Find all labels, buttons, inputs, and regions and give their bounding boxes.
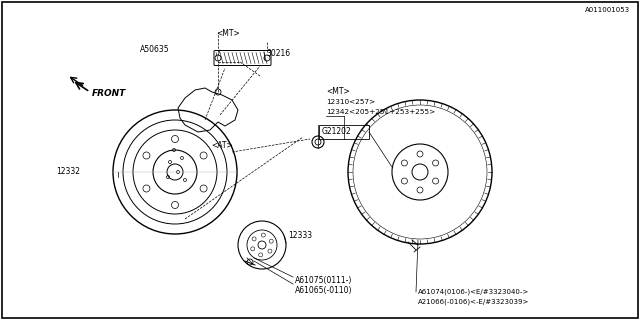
Text: A61074(0106-)<E/#3323040->: A61074(0106-)<E/#3323040-> [418,289,529,295]
Text: 12310<257>: 12310<257> [326,99,375,105]
Text: A61065(-0110): A61065(-0110) [295,285,353,294]
Text: <AT>: <AT> [211,140,233,149]
Text: 12333: 12333 [288,231,312,241]
Text: A21066(-0106)<-E/#3323039>: A21066(-0106)<-E/#3323039> [418,299,529,305]
Text: A50635: A50635 [140,45,170,54]
Text: A011001053: A011001053 [585,7,630,13]
Text: FRONT: FRONT [92,90,126,99]
Text: G21202: G21202 [322,127,352,137]
Text: A61075(0111-): A61075(0111-) [295,276,353,284]
Text: <MT>: <MT> [326,87,349,97]
Text: 12342<205+251+253+255>: 12342<205+251+253+255> [326,109,435,115]
Text: 12332: 12332 [56,167,80,177]
Bar [319,125,369,139]
Text: <MT>: <MT> [216,29,240,38]
Text: 30216: 30216 [266,50,290,59]
